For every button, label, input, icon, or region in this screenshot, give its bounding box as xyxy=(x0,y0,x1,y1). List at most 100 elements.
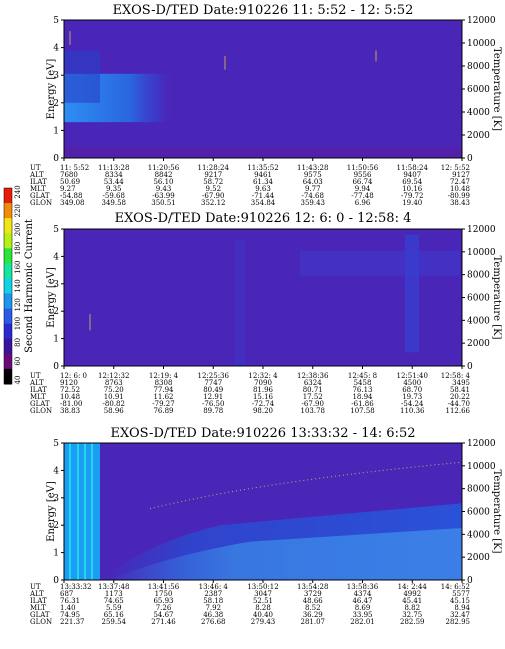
ephemeris-cell: 9127 xyxy=(452,171,470,179)
y2-tick-label: 10000 xyxy=(467,39,496,49)
ephemeris-cell: 9120 xyxy=(60,379,78,387)
y-tick-label: 2 xyxy=(53,99,59,109)
y-tick-label: 4 xyxy=(53,466,59,476)
y2-tick-label: 2000 xyxy=(467,553,490,563)
colorbar-tick-label: 200 xyxy=(14,223,22,236)
ephemeris-cell: 12:25:36 xyxy=(198,372,230,380)
y2-tick-label: 10000 xyxy=(467,462,496,472)
ephemeris-cell: 2387 xyxy=(204,590,222,598)
y-tick-label: 3 xyxy=(53,494,59,504)
ephemeris-cell: 58.18 xyxy=(203,597,223,605)
colorbar-segment xyxy=(4,203,12,219)
y2-tick-label: 6000 xyxy=(467,294,490,304)
energy-band xyxy=(108,527,462,580)
ephemeris-cell: 12.91 xyxy=(203,393,223,401)
ephemeris-cell: 12:51:40 xyxy=(397,372,428,380)
y-tick-label: 2 xyxy=(53,521,59,531)
ephemeris-cell: 64.03 xyxy=(303,178,323,186)
ephemeris-cell: 11: 5:52 xyxy=(60,164,89,172)
energy-band xyxy=(64,146,462,158)
ephemeris-cell: 72.52 xyxy=(60,386,80,394)
y-tick-label: 2 xyxy=(53,307,59,317)
y-tick-label: 1 xyxy=(53,549,59,559)
ephemeris-row-label: ALT xyxy=(29,379,44,387)
y2-tick-label: 8000 xyxy=(467,271,490,281)
ephemeris-cell: 76.89 xyxy=(153,407,173,415)
colorbar-segment xyxy=(4,248,12,264)
ephemeris-cell: 13:37:48 xyxy=(98,583,129,591)
ephemeris-cell: -54.88 xyxy=(60,192,82,200)
colorbar: 40 60 80 100 120 140 160 180 200 220 240 Second Har… xyxy=(3,185,35,385)
ephemeris-cell: 9.63 xyxy=(255,185,271,193)
y2-tick-label: 0 xyxy=(467,576,473,586)
ephemeris-cell: 69.54 xyxy=(402,178,423,186)
ephemeris-cell: 282.95 xyxy=(446,618,471,626)
y-axis-label: Energy [eV] xyxy=(46,59,57,120)
y-tick-label: 4 xyxy=(53,44,59,54)
ephemeris-cell: 354.84 xyxy=(251,199,276,207)
ephemeris-cell: 50.69 xyxy=(60,178,80,186)
ephemeris-cell: 9575 xyxy=(304,171,322,179)
y-tick-label: 3 xyxy=(53,71,59,81)
ephemeris-cell: 46.38 xyxy=(203,611,223,619)
ephemeris-cell: 350.51 xyxy=(151,199,176,207)
colorbar-segment xyxy=(4,188,12,204)
ephemeris-cell: 19.40 xyxy=(402,199,422,207)
ephemeris-cell: 359.43 xyxy=(301,199,326,207)
ephemeris-cell: 14: 6:52 xyxy=(441,583,470,591)
ephemeris-cell: 7090 xyxy=(254,379,272,387)
ephemeris-cell: 6.96 xyxy=(355,199,371,207)
colorbar-segment xyxy=(4,308,12,325)
colorbar-tick-label: 240 xyxy=(14,185,22,198)
ephemeris-cell: -63.99 xyxy=(152,192,174,200)
ephemeris-row-label: MLT xyxy=(30,393,46,401)
ephemeris-cell: 13:54:28 xyxy=(297,583,328,591)
spectrogram-background xyxy=(64,229,462,366)
spectrogram-panel-3: EXOS-D/TED Date:910226 13:33:32 - 14: 6:… xyxy=(29,426,502,626)
y2-tick-label: 6000 xyxy=(467,85,490,95)
ephemeris-row-label: GLON xyxy=(30,199,52,207)
ephemeris-cell: 72.47 xyxy=(450,178,470,186)
ephemeris-cell: -77.48 xyxy=(351,192,373,200)
ephemeris-row-label: ILAT xyxy=(30,597,47,605)
colorbar-label: Second Harmonic Current xyxy=(24,219,35,353)
colorbar-segment xyxy=(4,293,12,310)
ephemeris-cell: 12:32: 4 xyxy=(248,372,278,380)
ephemeris-cell: 5577 xyxy=(452,590,470,598)
colorbar-tick-label: 60 xyxy=(14,357,22,366)
ephemeris-cell: 11:50:56 xyxy=(347,164,379,172)
ephemeris-cell: 53.44 xyxy=(104,178,125,186)
ephemeris-cell: 3495 xyxy=(452,379,470,387)
ephemeris-cell: 1.40 xyxy=(60,604,76,612)
ephemeris-cell: 18.94 xyxy=(352,393,373,401)
ephemeris-cell: 11:58:24 xyxy=(397,164,429,172)
y2-axis-label: Temperature [K] xyxy=(491,47,502,131)
ephemeris-cell: 8.28 xyxy=(255,604,271,612)
ephemeris-cell: 19.73 xyxy=(402,393,422,401)
colorbar-tick-label: 220 xyxy=(14,204,22,217)
panel-title: EXOS-D/TED Date:910226 11: 5:52 - 12: 5:… xyxy=(113,3,414,18)
energy-band xyxy=(235,239,245,366)
ephemeris-row-label: ALT xyxy=(29,590,44,598)
ephemeris-cell: 74.95 xyxy=(60,611,80,619)
ephemeris-cell: 8763 xyxy=(105,379,123,387)
ephemeris-cell: 8842 xyxy=(155,171,173,179)
ephemeris-cell: 11:35:52 xyxy=(247,164,278,172)
colorbar-segment xyxy=(4,278,12,295)
ephemeris-cell: 1750 xyxy=(155,590,173,598)
ephemeris-row-label: MLT xyxy=(30,185,46,193)
ephemeris-row-label: UT xyxy=(30,372,41,380)
ephemeris-cell: 4374 xyxy=(354,590,372,598)
ephemeris-cell: 13:46: 4 xyxy=(199,583,229,591)
ephemeris-cell: 279.43 xyxy=(251,618,276,626)
ephemeris-cell: 76.13 xyxy=(352,386,372,394)
ephemeris-cell: 12:19: 4 xyxy=(149,372,179,380)
ephemeris-cell: 68.70 xyxy=(402,386,422,394)
y2-tick-label: 4000 xyxy=(467,530,490,540)
ephemeris-cell: 11.62 xyxy=(153,393,173,401)
ephemeris-row-label: UT xyxy=(30,164,41,172)
y-tick-label: 1 xyxy=(53,126,59,136)
ephemeris-row-label: MLT xyxy=(30,604,46,612)
ephemeris-row-label: ALT xyxy=(29,171,44,179)
